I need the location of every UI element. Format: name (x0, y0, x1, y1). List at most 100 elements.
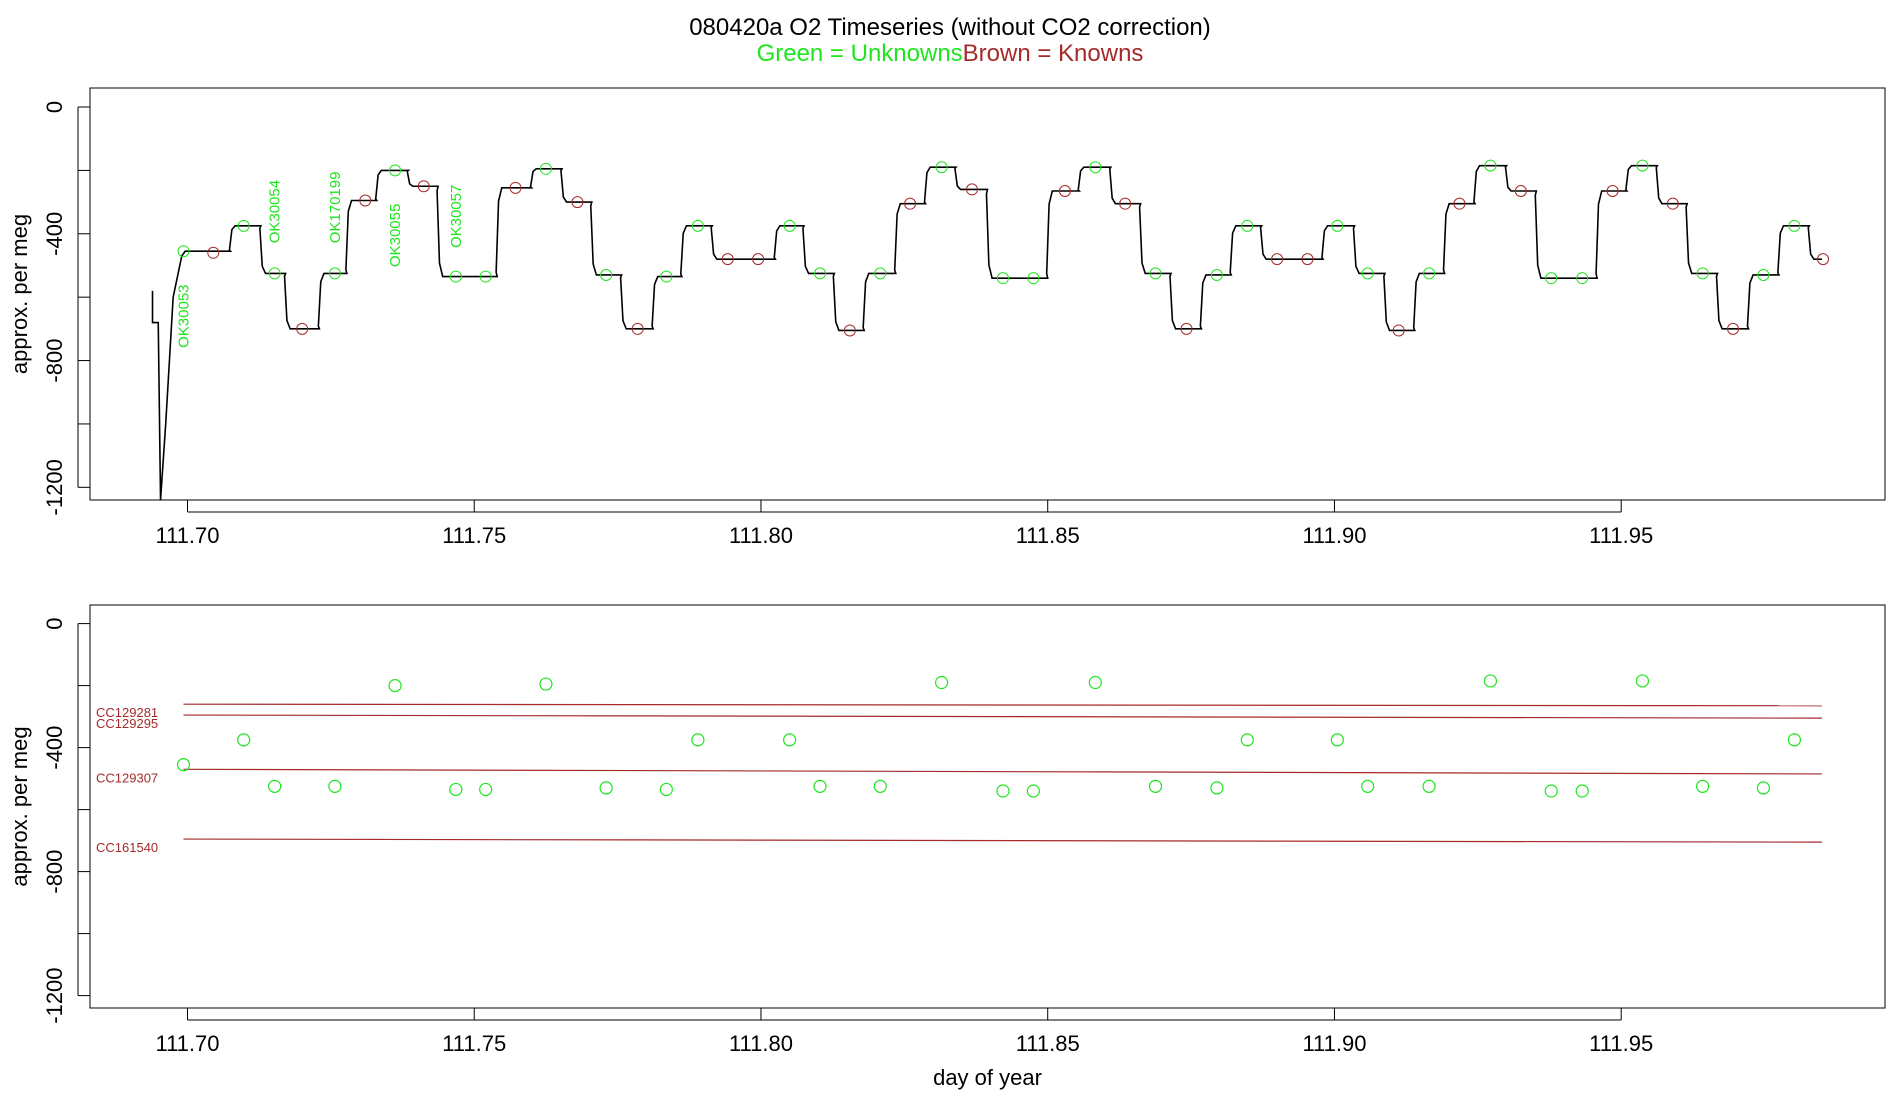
x-tick-label: 111.85 (1016, 1031, 1080, 1056)
unknown-point (1330, 733, 1344, 747)
y-tick-label: 0 (42, 617, 67, 629)
y-tick-label: -1200 (42, 459, 67, 515)
x-tick-label: 111.90 (1302, 1031, 1366, 1056)
known-point (571, 196, 584, 209)
unknown-point (328, 779, 342, 793)
unknown-point (539, 677, 553, 691)
unknown-point (783, 733, 797, 747)
sample-label: OK30057 (448, 185, 465, 248)
reference-line (183, 838, 1822, 843)
known-point (752, 253, 765, 266)
reference-label: CC129281 (96, 705, 158, 720)
reference-label: CC161540 (96, 840, 158, 855)
unknown-point (1241, 219, 1254, 232)
known-point (1392, 324, 1405, 337)
x-tick-label: 111.85 (1016, 523, 1080, 548)
unknown-point (996, 784, 1010, 798)
unknown-point (600, 268, 613, 281)
known-point (904, 197, 917, 210)
unknown-point (1361, 267, 1374, 280)
unknown-point (1757, 268, 1770, 281)
unknown-point (813, 779, 827, 793)
reference-line (183, 768, 1822, 775)
unknown-point (1148, 779, 1163, 793)
plot-frame (89, 87, 1886, 501)
unknown-point (1696, 779, 1710, 793)
unknown-point (237, 219, 250, 232)
unknown-point (479, 270, 492, 283)
known-point (509, 181, 522, 194)
x-tick-label: 111.70 (155, 523, 219, 548)
reference-line (183, 714, 1822, 719)
unknown-point (479, 782, 493, 797)
unknown-point (783, 219, 796, 232)
unknown-point (1635, 674, 1650, 688)
x-tick-label: 111.95 (1589, 1031, 1653, 1056)
reference-panel: 111.70 111.75 111.80 111.85 111.90 111.95 0 -40… (7, 604, 1886, 1090)
plot-frame (89, 604, 1886, 1009)
unknown-point (1545, 272, 1558, 285)
unknown-point (1636, 159, 1649, 172)
reference-label: CC129307 (96, 770, 158, 785)
unknown-point (449, 270, 462, 283)
x-tick-label: 111.80 (729, 1031, 793, 1056)
y-tick-label: -800 (42, 850, 67, 894)
unknown-point (1210, 781, 1224, 795)
sample-label: OK30054 (267, 180, 284, 243)
unknown-point (691, 219, 704, 232)
y-tick-label: -1200 (42, 967, 67, 1023)
known-point (1180, 322, 1193, 335)
unknown-point (268, 267, 281, 280)
known-point (296, 322, 309, 335)
unknown-point (1696, 267, 1709, 280)
unknown-point (539, 162, 552, 175)
unknown-point (1361, 779, 1375, 793)
x-tick-label: 111.75 (442, 523, 506, 548)
unknown-point (1089, 161, 1102, 174)
x-tick-label: 111.75 (442, 1031, 506, 1056)
unknown-point (1422, 779, 1436, 793)
unknown-point (1088, 675, 1102, 690)
x-tick-label: 111.95 (1589, 523, 1653, 548)
known-point (1514, 185, 1527, 197)
unknown-point (449, 782, 463, 797)
known-point (1817, 253, 1830, 266)
o2-series-line (151, 164, 1822, 501)
known-point (1271, 253, 1284, 266)
unknown-point (691, 733, 705, 747)
unknown-point (659, 782, 673, 797)
unknown-point (1423, 267, 1436, 280)
known-point (1606, 185, 1619, 197)
unknown-point (177, 245, 190, 258)
unknown-point (388, 678, 402, 693)
unknown-point (1484, 159, 1497, 172)
y-tick-label: -400 (42, 726, 67, 770)
unknown-point (996, 272, 1009, 285)
unknown-point (268, 779, 282, 793)
unknown-point (237, 733, 251, 747)
y-axis-label: approx. per meg (7, 726, 32, 886)
reference-label: CC129295 (96, 716, 158, 731)
y-axis-label: approx. per meg (7, 214, 32, 374)
timeseries-panel: 111.70 111.75 111.80 111.85 111.90 111.95 0 -40… (7, 87, 1886, 548)
y-tick-label: -400 (42, 212, 67, 256)
known-point (417, 180, 430, 193)
known-point (359, 194, 372, 207)
unknown-point (1240, 733, 1254, 747)
unknown-point (1756, 781, 1771, 795)
unknown-point (1027, 272, 1040, 285)
unknown-point (1788, 219, 1801, 232)
legend-unknowns: Green = Unknowns (756, 40, 963, 67)
unknown-point (328, 267, 341, 280)
unknown-point (176, 758, 191, 772)
known-point (1666, 197, 1679, 210)
unknown-point (935, 161, 948, 174)
known-point (966, 183, 979, 196)
sample-label: OK170199 (327, 172, 344, 244)
unknown-point (1576, 272, 1589, 285)
known-point (1727, 322, 1740, 335)
unknown-point (874, 267, 887, 280)
known-point (1119, 197, 1132, 210)
sample-label: OK30053 (175, 284, 192, 347)
